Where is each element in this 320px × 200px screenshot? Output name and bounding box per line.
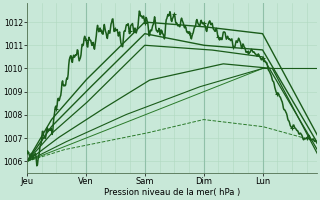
X-axis label: Pression niveau de la mer( hPa ): Pression niveau de la mer( hPa ) xyxy=(104,188,240,197)
